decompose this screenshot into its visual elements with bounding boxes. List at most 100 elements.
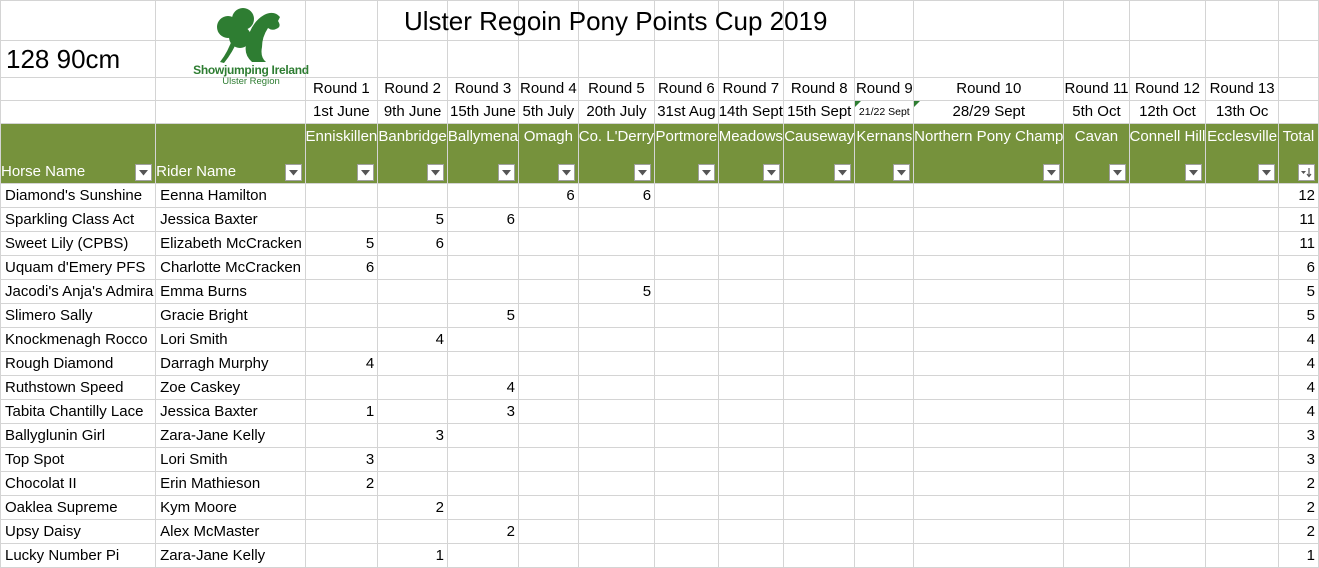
comment-marker-icon[interactable] [914, 101, 921, 107]
horse-name-cell[interactable]: Diamond's Sunshine [0, 183, 157, 208]
points-cell[interactable] [913, 255, 1065, 280]
points-cell[interactable] [854, 231, 915, 256]
comment-marker-icon[interactable] [855, 101, 862, 107]
points-cell[interactable] [517, 303, 579, 328]
points-cell[interactable] [654, 399, 719, 424]
grid-cell[interactable] [517, 40, 579, 78]
points-cell[interactable] [654, 375, 719, 400]
filter-dropdown-button[interactable] [893, 164, 911, 181]
points-cell[interactable]: 4 [446, 375, 519, 400]
grid-cell[interactable] [717, 0, 784, 41]
points-cell[interactable] [517, 543, 579, 568]
horse-name-cell[interactable]: Jacodi's Anja's Admira [0, 279, 157, 304]
points-cell[interactable] [782, 303, 856, 328]
points-cell[interactable] [1128, 255, 1207, 280]
points-cell[interactable] [854, 495, 915, 520]
points-cell[interactable] [854, 255, 915, 280]
points-cell[interactable] [913, 351, 1065, 376]
points-cell[interactable] [1205, 399, 1279, 424]
points-cell[interactable] [854, 327, 915, 352]
horse-name-cell[interactable]: Chocolat II [0, 471, 157, 496]
points-cell[interactable] [577, 351, 656, 376]
points-cell[interactable] [577, 327, 656, 352]
points-cell[interactable] [517, 399, 579, 424]
total-cell[interactable]: 2 [1277, 519, 1319, 544]
venue-header[interactable]: Causeway [782, 123, 856, 184]
total-cell[interactable]: 5 [1277, 303, 1319, 328]
filter-dropdown-button[interactable] [135, 164, 153, 181]
venue-header[interactable]: Connell Hill [1128, 123, 1207, 184]
points-cell[interactable]: 3 [446, 399, 519, 424]
points-cell[interactable] [782, 447, 856, 472]
points-cell[interactable] [1205, 207, 1279, 232]
points-cell[interactable] [1128, 207, 1207, 232]
points-cell[interactable] [1063, 255, 1130, 280]
total-cell[interactable]: 4 [1277, 351, 1319, 376]
points-cell[interactable] [377, 447, 448, 472]
grid-cell[interactable] [0, 100, 157, 124]
points-cell[interactable] [782, 471, 856, 496]
points-cell[interactable] [1128, 543, 1207, 568]
grid-cell[interactable] [854, 40, 915, 78]
points-cell[interactable]: 5 [446, 303, 519, 328]
round-label[interactable]: Round 5 [577, 77, 656, 101]
points-cell[interactable] [717, 327, 784, 352]
points-cell[interactable] [1128, 183, 1207, 208]
points-cell[interactable] [577, 231, 656, 256]
points-cell[interactable] [913, 183, 1065, 208]
points-cell[interactable] [717, 423, 784, 448]
points-cell[interactable] [377, 519, 448, 544]
round-date[interactable]: 15th Sept [782, 100, 856, 124]
rider-name-cell[interactable]: Eenna Hamilton [155, 183, 306, 208]
points-cell[interactable] [782, 423, 856, 448]
points-cell[interactable] [304, 279, 379, 304]
points-cell[interactable] [717, 183, 784, 208]
rider-name-cell[interactable]: Emma Burns [155, 279, 306, 304]
points-cell[interactable] [1205, 495, 1279, 520]
horse-name-cell[interactable]: Top Spot [0, 447, 157, 472]
points-cell[interactable] [782, 279, 856, 304]
round-label[interactable]: Round 8 [782, 77, 856, 101]
round-date[interactable]: 13th Oc [1205, 100, 1279, 124]
horse-name-cell[interactable]: Upsy Daisy [0, 519, 157, 544]
grid-cell[interactable] [377, 40, 448, 78]
points-cell[interactable] [1063, 519, 1130, 544]
filter-dropdown-button[interactable] [557, 164, 575, 181]
points-cell[interactable] [446, 231, 519, 256]
total-cell[interactable]: 6 [1277, 255, 1319, 280]
grid-cell[interactable] [1128, 40, 1207, 78]
points-cell[interactable] [854, 447, 915, 472]
grid-cell[interactable] [517, 0, 579, 41]
points-cell[interactable] [517, 327, 579, 352]
total-cell[interactable]: 4 [1277, 399, 1319, 424]
points-cell[interactable] [654, 231, 719, 256]
points-cell[interactable] [1128, 471, 1207, 496]
horse-name-cell[interactable]: Lucky Number Pi [0, 543, 157, 568]
points-cell[interactable] [717, 399, 784, 424]
filter-dropdown-button[interactable] [1108, 164, 1126, 181]
round-label[interactable]: Round 2 [377, 77, 448, 101]
rider-name-cell[interactable]: Charlotte McCracken [155, 255, 306, 280]
points-cell[interactable] [854, 471, 915, 496]
grid-cell[interactable] [782, 40, 856, 78]
points-cell[interactable] [577, 447, 656, 472]
points-cell[interactable] [782, 231, 856, 256]
points-cell[interactable] [577, 471, 656, 496]
points-cell[interactable] [782, 351, 856, 376]
points-cell[interactable] [517, 351, 579, 376]
filter-dropdown-button[interactable] [497, 164, 515, 181]
venue-header[interactable]: Ecclesville [1205, 123, 1279, 184]
round-label[interactable]: Round 6 [654, 77, 719, 101]
horse-name-cell[interactable]: Ruthstown Speed [0, 375, 157, 400]
points-cell[interactable]: 2 [446, 519, 519, 544]
points-cell[interactable] [854, 375, 915, 400]
venue-header[interactable]: Banbridge [377, 123, 448, 184]
points-cell[interactable]: 5 [577, 279, 656, 304]
round-date[interactable]: 28/29 Sept [913, 100, 1065, 124]
grid-cell[interactable] [0, 77, 157, 101]
grid-cell[interactable] [1277, 0, 1319, 41]
total-cell[interactable]: 1 [1277, 543, 1319, 568]
points-cell[interactable] [446, 183, 519, 208]
points-cell[interactable]: 5 [377, 207, 448, 232]
points-cell[interactable] [377, 351, 448, 376]
